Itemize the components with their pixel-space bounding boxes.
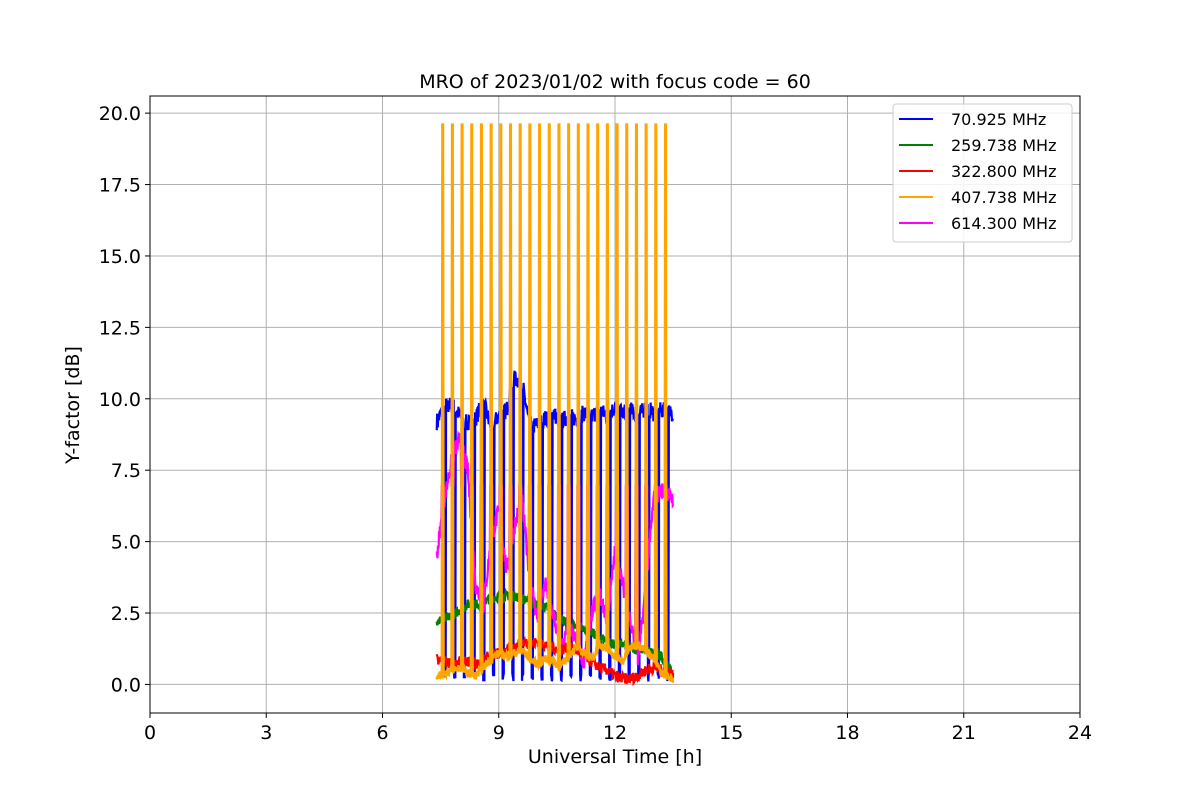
series-spike-407-738-mhz — [547, 123, 552, 661]
y-tick-label: 5.0 — [111, 532, 141, 554]
series-spike-407-738-mhz — [479, 123, 484, 670]
series-spike-407-738-mhz — [508, 123, 513, 655]
series-spike-407-738-mhz — [634, 123, 639, 646]
y-tick-label: 0.0 — [111, 674, 141, 696]
series-spike-407-738-mhz — [489, 123, 494, 659]
legend-label: 407.738 MHz — [951, 188, 1056, 207]
x-tick-label: 0 — [144, 722, 156, 744]
series-spike-407-738-mhz — [644, 123, 649, 651]
series-spike-407-738-mhz — [556, 123, 562, 666]
series-spike-407-738-mhz — [624, 123, 629, 655]
x-axis: 0 3 6 9 12 15 18 21 24 — [144, 713, 1092, 744]
series-spike-407-738-mhz — [498, 123, 503, 654]
y-tick-label: 15.0 — [99, 246, 141, 268]
x-tick-label: 3 — [260, 722, 272, 744]
y-tick-label: 7.5 — [111, 460, 141, 482]
plot-series — [435, 123, 675, 687]
series-spike-407-738-mhz — [566, 123, 571, 656]
legend: 70.925 MHz 259.738 MHz 322.800 MHz 407.738 … — [892, 103, 1073, 243]
series-spike-407-738-mhz — [605, 123, 610, 651]
series-spike-407-738-mhz — [537, 123, 542, 664]
legend-label: 259.738 MHz — [951, 136, 1056, 155]
x-tick-label: 9 — [493, 722, 505, 744]
series-spike-407-738-mhz — [527, 123, 532, 659]
series-spike-407-738-mhz — [440, 123, 445, 674]
y-tick-label: 10.0 — [99, 389, 141, 411]
series-spike-407-738-mhz — [595, 123, 600, 649]
x-tick-label: 12 — [603, 722, 627, 744]
y-tick-label: 20.0 — [99, 103, 141, 125]
y-axis-label: Y-factor [dB] — [62, 346, 84, 465]
chart-title: MRO of 2023/01/02 with focus code = 60 — [419, 71, 811, 93]
legend-label: 322.800 MHz — [951, 162, 1056, 181]
legend-label: 614.300 MHz — [951, 214, 1056, 233]
y-axis: 0.0 2.5 5.0 7.5 10.0 12.5 15.0 17.5 20.0 — [99, 103, 150, 696]
y-tick-label: 2.5 — [111, 603, 141, 625]
series-spike-407-738-mhz — [459, 123, 465, 669]
series-spike-407-738-mhz — [585, 123, 591, 656]
legend-box — [892, 103, 1073, 243]
x-axis-label: Universal Time [h] — [528, 746, 702, 768]
series-line-407-738-mhz — [435, 639, 675, 683]
y-tick-label: 12.5 — [99, 317, 141, 339]
series-spike-407-738-mhz — [653, 123, 658, 663]
series-line-70-925-mhz — [435, 370, 675, 684]
x-tick-label: 6 — [376, 722, 388, 744]
x-tick-label: 21 — [952, 722, 976, 744]
legend-label: 70.925 MHz — [951, 110, 1046, 129]
series-spike-407-738-mhz — [663, 123, 668, 675]
x-tick-label: 15 — [719, 722, 743, 744]
series-spike-407-738-mhz — [469, 123, 474, 675]
series-spike-407-738-mhz — [614, 123, 620, 658]
series-spike-407-738-mhz — [450, 123, 455, 671]
series-line-614-300-mhz — [435, 430, 674, 669]
series-spike-407-738-mhz — [576, 123, 581, 649]
y-tick-label: 17.5 — [99, 175, 141, 197]
x-tick-label: 18 — [835, 722, 859, 744]
series-spike-407-738-mhz — [518, 123, 523, 651]
series-line-322-800-mhz — [435, 635, 675, 687]
x-tick-label: 24 — [1068, 722, 1092, 744]
